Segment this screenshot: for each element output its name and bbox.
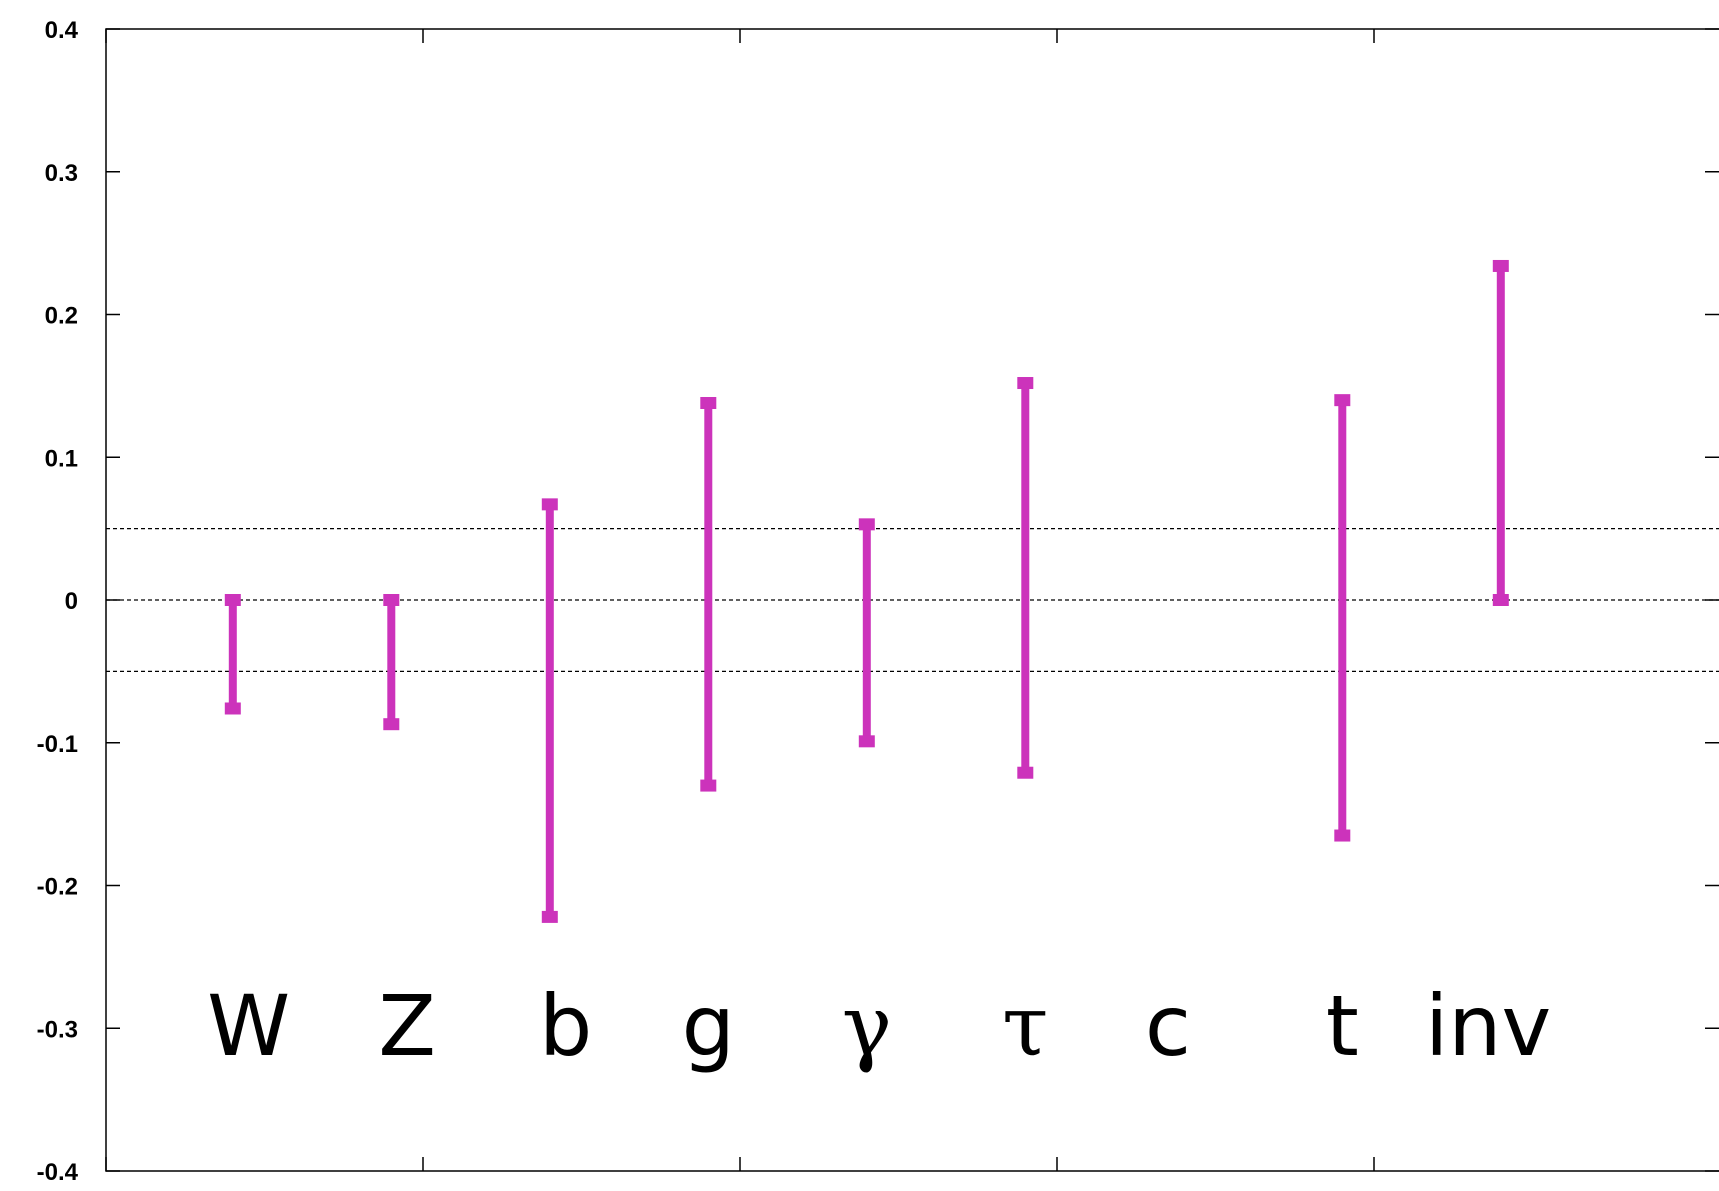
category-label: inv [1425,977,1551,1075]
y-tick-labels: 0.4 0.3 0.2 0.1 0 -0.1 -0.2 -0.3 -0.4 [37,17,79,1186]
y-tick-label: 0 [65,588,78,615]
error-bar-τ [1017,377,1034,779]
error-bar-t [1334,394,1351,842]
y-tick-label: 0.2 [45,303,78,330]
y-tick-label: -0.3 [37,1016,78,1043]
error-bar-cap-bottom [383,718,400,731]
error-bar-cap-bottom [541,910,558,923]
category-label: c [1145,977,1191,1075]
error-bar-cap-top [1492,259,1509,272]
reference-lines [106,528,1719,672]
error-bar-cap-top [383,594,400,606]
error-bar-Z [383,594,400,731]
category-label: τ [1002,977,1048,1075]
y-tick-label: 0.3 [45,160,78,187]
error-bar-cap-bottom [1017,766,1034,779]
category-label: Z [378,977,436,1075]
y-tick-label: -0.1 [37,731,78,758]
category-label: t [1326,977,1359,1075]
category-label: W [207,977,290,1075]
y-tick-label: -0.2 [37,874,78,901]
error-bar-W [224,594,241,715]
error-bar-cap-bottom [224,702,241,715]
category-label: γ [842,977,892,1075]
y-tick-label: -0.4 [37,1159,79,1186]
category-label: g [682,977,735,1075]
error-bar-cap-bottom [1492,594,1509,606]
error-bar-cap-top [1334,394,1351,407]
error-bar-inv [1492,259,1509,606]
category-label: b [539,977,592,1075]
error-bar-cap-top [541,498,558,511]
error-bar-cap-top [224,594,241,606]
error-bar-γ [858,518,875,748]
error-bar-b [541,498,558,923]
y-tick-label: 0.4 [45,17,79,44]
error-bar-cap-top [1017,377,1034,390]
error-bars [224,259,1509,923]
plot-frame [105,28,1719,1172]
error-bar-cap-bottom [700,779,717,792]
error-bar-cap-top [858,518,875,531]
error-bar-cap-top [700,397,717,410]
error-bar-g [700,397,717,792]
y-tick-label: 0.1 [45,445,78,472]
error-bar-cap-bottom [858,735,875,748]
error-bar-cap-bottom [1334,829,1351,842]
